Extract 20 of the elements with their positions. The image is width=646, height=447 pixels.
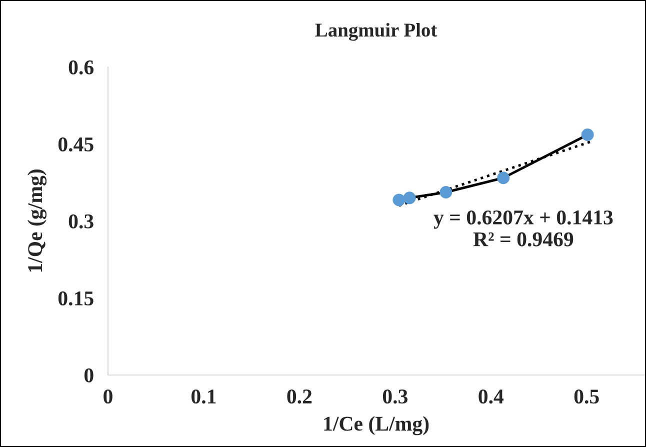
point [403,192,416,204]
x-tick-label: 0 [104,389,112,404]
x-tick-label: 0.1 [192,389,216,404]
point [581,128,594,142]
x-tick-label: 0.4 [478,389,504,404]
x-tick-label: 0.2 [287,389,312,404]
x-axis-title: 1/Ce (L/mg) [324,416,429,436]
y-tick-label: 0.6 [68,60,94,75]
x-tick-label: 0.3 [382,389,408,404]
y-tick-label: 0.15 [58,291,94,306]
chart-title: Langmuir Plot [315,22,438,41]
y-tick-label: 0.45 [58,137,94,152]
y-axis-title: 1/Qe (g/mg) [27,170,47,272]
y-tick-label: 0 [84,368,94,382]
annotation: y = 0.6207x + 0.1413 R² = 0.9469 [434,210,613,246]
x-tick-label: 0.5 [574,389,599,404]
point [497,172,510,184]
point [392,194,406,206]
y-tick-label: 0.3 [68,214,94,229]
point [440,186,452,199]
